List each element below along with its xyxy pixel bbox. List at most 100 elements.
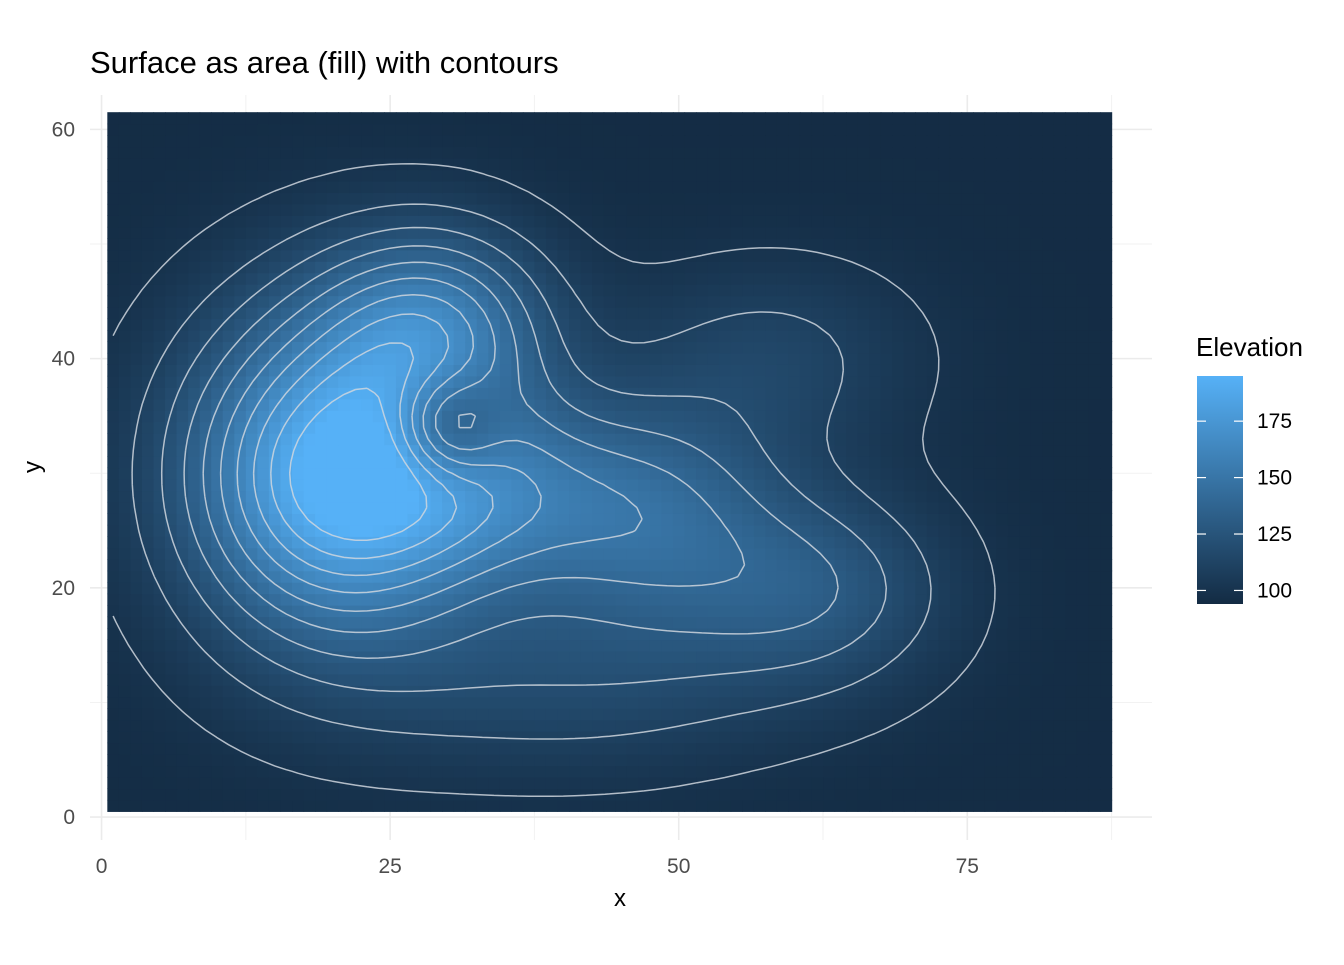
heatmap-tile — [107, 525, 119, 537]
heatmap-tile — [777, 422, 789, 434]
heatmap-tile — [823, 525, 835, 537]
heatmap-tile — [973, 192, 985, 204]
heatmap-tile — [431, 341, 443, 353]
heatmap-tile — [846, 456, 858, 468]
heatmap-tile — [915, 513, 927, 525]
heatmap-tile — [673, 639, 685, 651]
heatmap-tile — [858, 433, 870, 445]
heatmap-tile — [488, 513, 500, 525]
heatmap-tile — [811, 307, 823, 319]
heatmap-tile — [223, 766, 235, 778]
heatmap-tile — [823, 662, 835, 674]
heatmap-tile — [558, 571, 570, 583]
heatmap-tile — [165, 238, 177, 250]
heatmap-tile — [661, 410, 673, 422]
heatmap-tile — [1089, 456, 1101, 468]
heatmap-tile — [708, 490, 720, 502]
heatmap-tile — [708, 605, 720, 617]
heatmap-tile — [846, 445, 858, 457]
heatmap-tile — [800, 284, 812, 296]
heatmap-tile — [338, 181, 350, 193]
heatmap-tile — [869, 215, 881, 227]
heatmap-tile — [384, 777, 396, 789]
heatmap-tile — [604, 284, 616, 296]
heatmap-tile — [465, 536, 477, 548]
heatmap-tile — [927, 674, 939, 686]
heatmap-tile — [546, 227, 558, 239]
heatmap-tile — [1100, 639, 1112, 651]
heatmap-tile — [754, 399, 766, 411]
heatmap-tile — [938, 307, 950, 319]
heatmap-tile — [927, 479, 939, 491]
heatmap-tile — [534, 743, 546, 755]
heatmap-tile — [465, 181, 477, 193]
heatmap-tile — [442, 250, 454, 262]
heatmap-tile — [892, 777, 904, 789]
heatmap-tile — [858, 571, 870, 583]
heatmap-tile — [361, 731, 373, 743]
heatmap-tile — [765, 628, 777, 640]
heatmap-tile — [627, 708, 639, 720]
heatmap-tile — [454, 330, 466, 342]
heatmap-tile — [223, 261, 235, 273]
heatmap-tile — [246, 399, 258, 411]
heatmap-tile — [708, 697, 720, 709]
heatmap-tile — [119, 743, 131, 755]
heatmap-tile — [950, 548, 962, 560]
heatmap-tile — [407, 720, 419, 732]
heatmap-tile — [881, 548, 893, 560]
heatmap-tile — [361, 754, 373, 766]
heatmap-tile — [754, 513, 766, 525]
heatmap-tile — [280, 559, 292, 571]
heatmap-tile — [188, 158, 200, 170]
heatmap-tile — [569, 330, 581, 342]
heatmap-tile — [442, 788, 454, 800]
heatmap-tile — [650, 754, 662, 766]
heatmap-tile — [1031, 525, 1043, 537]
heatmap-tile — [107, 662, 119, 674]
heatmap-tile — [788, 273, 800, 285]
heatmap-tile — [523, 490, 535, 502]
heatmap-tile — [1008, 720, 1020, 732]
heatmap-tile — [592, 639, 604, 651]
heatmap-tile — [488, 181, 500, 193]
heatmap-tile — [1077, 708, 1089, 720]
heatmap-tile — [661, 731, 673, 743]
heatmap-tile — [558, 754, 570, 766]
heatmap-tile — [130, 697, 142, 709]
heatmap-tile — [200, 479, 212, 491]
heatmap-tile — [592, 215, 604, 227]
heatmap-tile — [962, 273, 974, 285]
heatmap-tile — [742, 433, 754, 445]
heatmap-tile — [627, 605, 639, 617]
heatmap-tile — [361, 800, 373, 812]
heatmap-tile — [615, 628, 627, 640]
heatmap-tile — [915, 594, 927, 606]
heatmap-tile — [777, 697, 789, 709]
heatmap-tile — [996, 319, 1008, 331]
heatmap-tile — [477, 410, 489, 422]
heatmap-tile — [731, 170, 743, 182]
heatmap-tile — [846, 273, 858, 285]
heatmap-tile — [500, 445, 512, 457]
heatmap-tile — [373, 800, 385, 812]
heatmap-tile — [800, 800, 812, 812]
heatmap-tile — [1089, 536, 1101, 548]
heatmap-tile — [881, 708, 893, 720]
heatmap-tile — [673, 215, 685, 227]
heatmap-tile — [211, 273, 223, 285]
heatmap-tile — [627, 639, 639, 651]
heatmap-tile — [1077, 559, 1089, 571]
heatmap-tile — [200, 777, 212, 789]
heatmap-tile — [962, 788, 974, 800]
heatmap-tile — [1065, 525, 1077, 537]
heatmap-tile — [419, 215, 431, 227]
heatmap-tile — [569, 490, 581, 502]
heatmap-tile — [627, 181, 639, 193]
heatmap-tile — [1008, 766, 1020, 778]
heatmap-tile — [811, 227, 823, 239]
heatmap-tile — [904, 731, 916, 743]
heatmap-tile — [119, 181, 131, 193]
heatmap-tile — [765, 594, 777, 606]
heatmap-tile — [407, 227, 419, 239]
